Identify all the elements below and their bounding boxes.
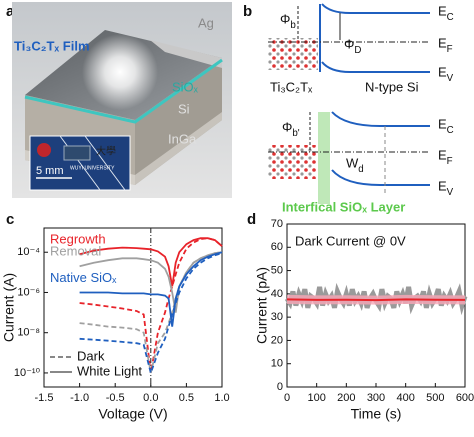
x-tick-label: 200 xyxy=(337,392,355,404)
legend-label: White Light xyxy=(77,363,142,378)
si-label: Si xyxy=(178,101,190,116)
x-tick-label: 1.0 xyxy=(214,392,229,404)
conduction-band xyxy=(321,3,430,14)
inset-line xyxy=(84,135,126,191)
x-tick-label: 600 xyxy=(456,392,474,404)
series-label: Removal xyxy=(50,244,101,259)
plot-frame xyxy=(286,223,466,388)
x-axis-label: Time (s) xyxy=(351,406,402,422)
logo xyxy=(37,143,51,157)
side-face xyxy=(135,58,222,185)
light-flare xyxy=(82,34,158,110)
conduction-band xyxy=(331,111,430,127)
ag-electrode xyxy=(150,40,222,68)
ev-label: EV xyxy=(438,178,454,198)
scale-label: 5 mm xyxy=(36,165,64,177)
current-trace xyxy=(286,298,466,302)
sample xyxy=(63,145,91,161)
x-tick-label: -0.5 xyxy=(106,392,125,404)
x-tick-label: 400 xyxy=(396,392,414,404)
logo-text: WUYI UNIVERSITY xyxy=(70,165,115,171)
ef-label: EF xyxy=(438,147,453,167)
light-curve xyxy=(79,251,223,327)
panel-label: a xyxy=(6,3,15,20)
film-label: Ti₃C₂Tₓ Film xyxy=(14,38,90,53)
inset-line xyxy=(59,135,101,191)
device-illustration: Ti₃C₂Tₓ Film Ag SiOₓ Si InGa 大學 WUYI UNI… xyxy=(12,2,232,198)
dark-curve xyxy=(79,252,223,377)
y-tick-label: 10⁻⁶ xyxy=(17,286,40,298)
y-tick-label: 10⁻¹⁰ xyxy=(14,367,41,379)
y-axis-label: Current (pA) xyxy=(254,267,270,344)
y-tick-label: 0 xyxy=(277,381,283,393)
ef-label: EF xyxy=(438,35,453,55)
x-tick-label: -1.0 xyxy=(70,392,89,404)
ec-label: EC xyxy=(438,3,454,23)
y-tick-label: 40 xyxy=(271,288,283,300)
inga-layer xyxy=(135,112,222,185)
siox-label: SiOₓ xyxy=(172,79,199,94)
y-tick-label: 60 xyxy=(271,241,283,253)
metal-label: Ti₃C₂Tₓ xyxy=(270,79,313,94)
plot-frame xyxy=(43,227,223,388)
ec-label: EC xyxy=(438,116,454,136)
y-tick-label: 20 xyxy=(271,334,283,346)
layer-label: Interfical SiOₓ Layer xyxy=(282,199,405,214)
series-label: Regrowth xyxy=(50,232,106,247)
light-curve xyxy=(79,251,223,313)
x-axis-label: Voltage (V) xyxy=(98,406,167,422)
x-tick-label: 0.0 xyxy=(143,392,158,404)
panel-label: c xyxy=(6,211,14,228)
y-tick-label: 50 xyxy=(271,264,283,276)
x-tick-label: 300 xyxy=(367,392,385,404)
siox-strip xyxy=(318,112,330,204)
x-tick-label: 0 xyxy=(284,392,290,404)
y-axis-label: Current (A) xyxy=(1,273,17,342)
chart-title: Dark Current @ 0V xyxy=(295,233,406,248)
barrier-label: Φb' xyxy=(282,119,300,139)
valence-band xyxy=(321,61,430,73)
panel-label: d xyxy=(247,211,256,228)
y-tick-label: 30 xyxy=(271,311,283,323)
ev-label: EV xyxy=(438,64,454,84)
light-curve xyxy=(79,237,223,287)
semiconductor-label: N-type Si xyxy=(365,79,419,94)
logo-text: 大學 xyxy=(96,145,116,158)
y-tick-label: 10⁻⁴ xyxy=(17,246,40,258)
depletion-label: Wd xyxy=(346,155,364,175)
barrier-label: Φb xyxy=(280,11,296,31)
mxene-layers xyxy=(268,38,318,70)
band-diagram: Φb ΦD EC EF EV Ti₃C₂Tₓ N-type Si Φb' Wd … xyxy=(268,3,454,214)
built-in-label: ΦD xyxy=(344,36,361,56)
inga-label: InGa xyxy=(168,131,197,146)
mxene-layers xyxy=(268,145,316,179)
x-tick-label: 0.5 xyxy=(179,392,194,404)
valence-band xyxy=(331,169,430,186)
panel-label: b xyxy=(243,3,252,20)
series-label: Native SiOₓ xyxy=(50,270,117,285)
y-tick-label: 70 xyxy=(271,218,283,230)
siox-layer xyxy=(24,58,223,124)
legend-label: Dark xyxy=(77,348,105,363)
ag-label: Ag xyxy=(198,15,214,30)
x-tick-label: 100 xyxy=(307,392,325,404)
x-tick-label: -1.5 xyxy=(35,392,54,404)
y-tick-label: 10⁻⁸ xyxy=(17,327,40,339)
y-tick-label: 10 xyxy=(271,358,283,370)
x-tick-label: 500 xyxy=(426,392,444,404)
